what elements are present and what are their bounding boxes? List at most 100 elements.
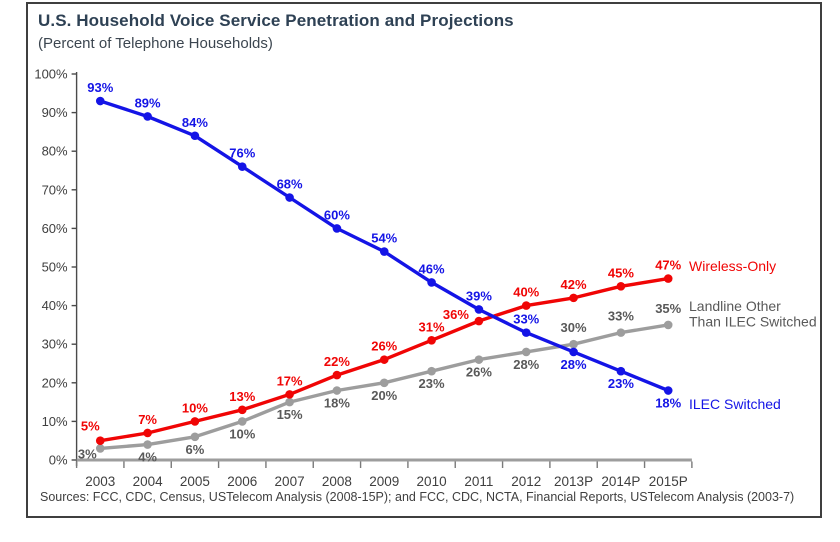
series-landline-other-data-label: 20%: [371, 388, 397, 403]
series-wireless-only: 5% 7% 10% 13% 17% 22% 26% 31%36% 40% 42% 45% 47%: [81, 258, 682, 446]
x-tick-label: 2015P: [649, 474, 688, 489]
series-landline-other-data-label: 15%: [277, 407, 303, 422]
series-landline-other-data-label: 10%: [229, 426, 255, 441]
series-wireless-only-marker: [427, 336, 436, 345]
series-wireless-only-marker: [379, 355, 389, 364]
series-wireless-only-data-label: 45%: [608, 265, 634, 280]
series-ilec-switched-marker: [379, 247, 389, 256]
legend-ilec-switched: ILEC Switched: [689, 396, 781, 412]
x-tick-label: 2004: [133, 474, 164, 489]
x-tick-label: 2008: [322, 474, 352, 489]
series-landline-other-marker: [616, 328, 626, 337]
y-tick-label: 0%: [49, 453, 68, 468]
series-landline-other-data-label: 33%: [608, 309, 634, 324]
series-landline-other-data-label: 26%: [466, 365, 492, 380]
series-landline-other-marker: [237, 417, 247, 426]
series-ilec-switched-data-label: 33%: [513, 312, 539, 327]
series-landline-other-data-label: 18%: [324, 396, 350, 411]
y-tick-label: 20%: [42, 375, 68, 390]
series-ilec-switched-marker: [190, 131, 200, 141]
series-landline-other-data-label: 23%: [419, 376, 445, 391]
series-landline-other-data-label: 3%: [78, 446, 97, 461]
series-ilec-switched-data-label: 18%: [655, 396, 681, 411]
series-ilec-switched-data-label: 76%: [229, 146, 255, 161]
series-wireless-only-data-label: 40%: [513, 285, 539, 300]
series-landline-other-marker: [143, 440, 152, 449]
x-tick-label: 2003: [85, 474, 115, 489]
series-ilec-switched-data-label: 60%: [324, 207, 350, 222]
series-wireless-only-data-label: 7%: [138, 412, 157, 427]
line-chart-canvas: 0%10%20%30%40%50%60%70%80%90%100%2003 200…: [34, 67, 817, 490]
y-tick-label: 10%: [42, 414, 68, 429]
series-wireless-only-data-label: 42%: [561, 277, 587, 292]
x-axis: 2003 2004 2005 2006 2007 2008 2009 2010 2011 2012…: [75, 458, 693, 489]
series-ilec-switched-data-label: 54%: [371, 231, 397, 246]
y-tick-label: 40%: [42, 298, 68, 313]
series-landline-other-data-label: 6%: [186, 442, 205, 457]
x-tick-label: 2010: [417, 474, 447, 489]
series-wireless-only-data-label: 36%: [443, 307, 469, 322]
chart-frame: 0% 10% 20% 30% 40% 50% 60% 70% 80% 90% 100% 2003 200…: [26, 2, 822, 518]
series-ilec-switched-data-label: 93%: [87, 80, 113, 95]
series-ilec-switched-marker: [521, 328, 531, 337]
x-tick-label: 2014P: [601, 474, 640, 489]
y-tick-label: 80%: [42, 144, 68, 159]
series-wireless-only-data-label: 22%: [324, 354, 350, 369]
series-wireless-only-marker: [95, 436, 105, 446]
series-landline-other-marker: [569, 339, 578, 349]
series-wireless-only-data-label: 17%: [277, 373, 303, 388]
series-landline-other-marker: [95, 444, 105, 453]
series-ilec-switched-marker: [427, 278, 436, 287]
series-landline-other-marker: [285, 397, 294, 407]
series-wireless-only-data-label: 47%: [655, 258, 681, 273]
series-ilec-switched-marker: [237, 162, 247, 171]
series-ilec-switched-data-label: 84%: [182, 115, 208, 130]
series-wireless-only-data-label: 10%: [182, 400, 208, 415]
y-tick-label: 90%: [42, 105, 68, 120]
series-wireless-only-marker: [143, 428, 152, 438]
series-wireless-only-marker: [474, 316, 484, 326]
chart-subtitle: (Percent of Telephone Households): [38, 35, 273, 52]
series-wireless-only-data-label: 26%: [371, 339, 397, 354]
series-landline-other-data-label: 30%: [561, 320, 587, 335]
series-landline-other-marker: [332, 386, 342, 395]
x-tick-label: 2009: [369, 474, 399, 489]
series-wireless-only-marker: [285, 390, 294, 399]
series-ilec-switched-data-label: 23%: [608, 376, 634, 391]
series-ilec-switched-marker: [143, 112, 152, 121]
y-tick-label: 30%: [42, 337, 68, 352]
series-wireless-only-data-label: 13%: [229, 389, 255, 404]
x-tick-label: 2006: [227, 474, 257, 489]
series-ilec-switched-marker: [95, 96, 105, 106]
y-tick-label: 100%: [34, 67, 68, 82]
series-wireless-only-marker: [332, 370, 342, 380]
series-landline-other-marker: [521, 347, 531, 357]
x-tick-label: 2005: [180, 474, 210, 489]
source-note: Sources: FCC, CDC, Census, USTelecom Ana…: [40, 490, 795, 504]
series-wireless-only-data-label: 5%: [81, 419, 100, 434]
series-landline-other-marker: [474, 355, 484, 364]
series-landline-other-marker: [190, 432, 200, 442]
legend-wireless-only: Wireless-Only: [689, 258, 776, 274]
series-landline-other-marker: [379, 378, 389, 388]
series-ilec-switched-data-label: 28%: [561, 357, 587, 372]
legend-wireless-only-label: Wireless-Only: [689, 258, 776, 274]
series-ilec-switched-marker: [285, 193, 294, 202]
x-tick-label: 2012: [511, 474, 541, 489]
series-ilec-switched-marker: [474, 305, 484, 314]
legend-landline-other-label: Landline Other: [689, 298, 781, 314]
x-tick-label: 2013P: [554, 474, 593, 489]
legend-landline-other-label: Than ILEC Switched: [689, 313, 817, 329]
x-tick-label: 2007: [275, 474, 305, 489]
series-landline-other: 3% 4% 6% 10% 15% 18% 20% 23% 26% 28% 30% 33% 35%: [78, 301, 682, 465]
y-tick-label: 70%: [42, 182, 68, 197]
series-landline-other-marker: [663, 320, 673, 330]
y-tick-label: 60%: [42, 221, 68, 236]
series-ilec-switched-marker: [332, 224, 342, 233]
series-wireless-only-marker: [663, 274, 673, 283]
series-ilec-switched-data-label: 68%: [277, 177, 303, 192]
series-wireless-only-marker: [190, 417, 200, 426]
series-ilec-switched-marker: [663, 386, 673, 395]
